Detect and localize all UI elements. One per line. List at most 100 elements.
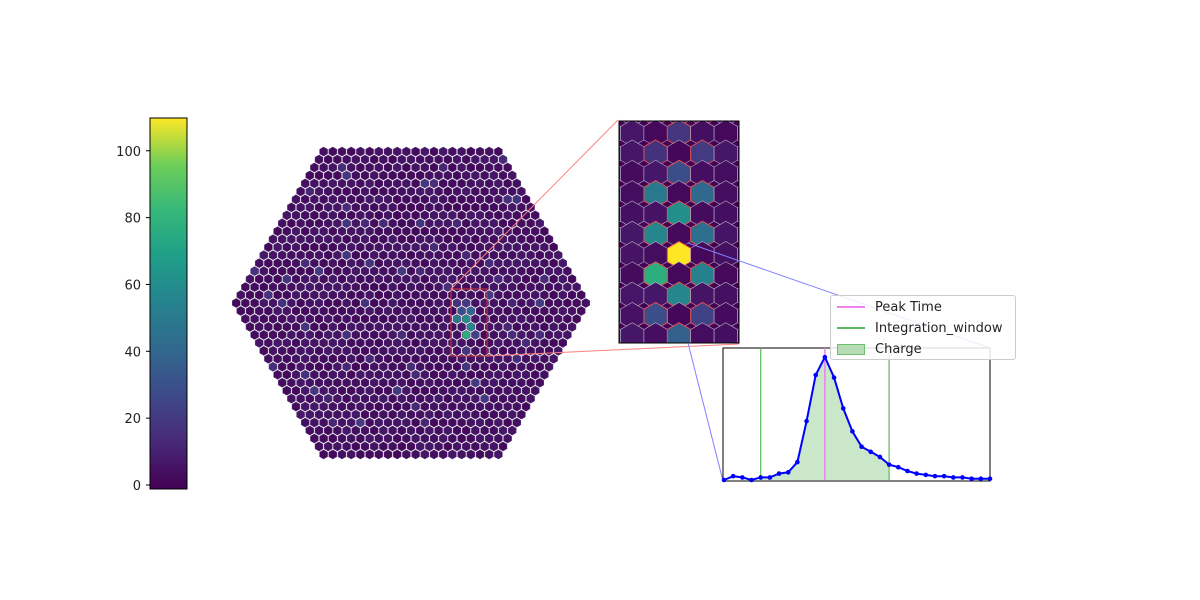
camera-pixel xyxy=(300,385,310,396)
camera-pixel xyxy=(374,322,384,332)
camera-pixel xyxy=(369,282,379,292)
camera-pixel xyxy=(438,401,448,412)
camera-pixel xyxy=(512,353,522,364)
camera-pixel xyxy=(461,250,471,261)
camera-pixel xyxy=(346,449,356,460)
camera-pixel xyxy=(549,337,558,348)
camera-pixel xyxy=(323,154,333,165)
camera-pixel xyxy=(346,258,356,269)
camera-pixel xyxy=(553,298,563,308)
camera-pixel xyxy=(429,146,439,157)
camera-pixel xyxy=(402,242,411,253)
camera-pixel xyxy=(300,194,310,205)
camera-pixel xyxy=(351,425,361,436)
camera-pixel xyxy=(434,329,443,340)
camera-pixel xyxy=(342,441,351,452)
camera-pixel xyxy=(333,441,342,452)
camera-pixel xyxy=(277,361,287,372)
camera-pixel xyxy=(333,425,342,436)
camera-pixel xyxy=(448,290,457,300)
camera-pixel xyxy=(337,369,347,380)
camera-pixel xyxy=(434,170,443,181)
camera-pixel xyxy=(254,337,264,348)
camera-pixel xyxy=(397,170,407,181)
camera-pixel xyxy=(388,393,397,404)
camera-pixel xyxy=(231,298,241,308)
camera-pixel xyxy=(287,266,296,277)
zoom-pixel xyxy=(737,186,739,203)
camera-pixel xyxy=(369,266,379,277)
camera-pixel xyxy=(397,266,407,277)
camera-pixel xyxy=(480,361,489,372)
camera-pixel xyxy=(388,218,397,229)
camera-pixel xyxy=(356,194,365,205)
camera-pixel xyxy=(461,329,471,340)
camera-pixel xyxy=(342,234,351,245)
camera-pixel xyxy=(314,218,324,229)
camera-pixel xyxy=(305,234,315,245)
camera-pixel xyxy=(484,194,494,205)
camera-pixel xyxy=(466,417,476,428)
camera-pixel xyxy=(356,258,365,269)
camera-pixel xyxy=(310,369,319,380)
camera-pixel xyxy=(337,385,347,396)
camera-pixel xyxy=(337,353,347,364)
camera-pixel xyxy=(296,234,305,245)
camera-pixel xyxy=(429,178,439,189)
camera-pixel xyxy=(471,154,480,165)
camera-pixel xyxy=(475,290,485,300)
camera-pixel xyxy=(277,345,287,356)
camera-pixel xyxy=(323,234,333,245)
camera-pixel xyxy=(319,449,328,460)
camera-pixel xyxy=(392,274,402,284)
camera-pixel xyxy=(438,353,448,364)
camera-pixel xyxy=(563,282,572,292)
camera-pixel xyxy=(475,162,485,173)
zoom-pixel xyxy=(619,125,621,142)
camera-pixel xyxy=(498,361,508,372)
camera-pixel xyxy=(448,306,457,316)
camera-pixel xyxy=(305,298,315,308)
camera-pixel xyxy=(521,194,531,205)
camera-pixel xyxy=(466,162,476,173)
camera-pixel xyxy=(402,194,411,205)
camera-pixel xyxy=(374,369,384,380)
camera-pixel xyxy=(314,314,324,324)
camera-pixel xyxy=(379,234,388,245)
waveform-point xyxy=(822,354,828,360)
zoom-connector-top xyxy=(450,119,619,290)
camera-pixel xyxy=(369,250,379,261)
camera-pixel xyxy=(558,290,568,300)
camera-pixel xyxy=(365,290,374,300)
camera-pixel xyxy=(287,377,296,388)
camera-pixel xyxy=(369,234,379,245)
camera-pixel xyxy=(517,409,526,420)
camera-pixel xyxy=(328,210,338,221)
camera-pixel xyxy=(420,433,430,444)
camera-pixel xyxy=(296,250,305,261)
camera-pixel xyxy=(521,306,531,316)
camera-pixel xyxy=(503,369,512,380)
camera-pixel xyxy=(323,202,333,213)
legend-swatch-charge xyxy=(837,343,865,355)
camera-pixel xyxy=(342,314,351,324)
camera-pixel xyxy=(328,322,338,332)
camera-pixel xyxy=(452,361,462,372)
camera-pixel xyxy=(337,449,347,460)
camera-pixel xyxy=(264,242,273,253)
camera-pixel xyxy=(305,377,315,388)
waveform-point xyxy=(813,372,819,378)
camera-pixel xyxy=(494,306,503,316)
camera-pixel xyxy=(273,242,282,253)
camera-pixel xyxy=(553,282,563,292)
camera-pixel xyxy=(526,377,535,388)
camera-pixel xyxy=(305,186,315,197)
zoom-pixel xyxy=(619,328,621,343)
camera-pixel xyxy=(512,306,522,316)
waveform-point xyxy=(730,473,736,479)
camera-pixel xyxy=(356,242,365,253)
camera-pixel xyxy=(517,202,526,213)
zoom-pixel xyxy=(737,226,739,243)
camera-pixel xyxy=(443,266,453,277)
camera-pixel xyxy=(425,441,434,452)
